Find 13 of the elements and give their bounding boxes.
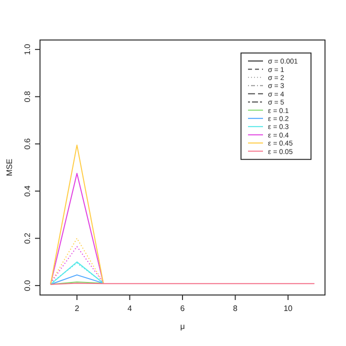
y-tick-label: 0.8 — [23, 90, 32, 102]
y-tick-label: 0.2 — [23, 232, 32, 244]
y-tick-label: 0.4 — [23, 185, 32, 197]
y-tick-label: 1.0 — [23, 43, 32, 56]
x-axis-title: μ — [180, 322, 186, 331]
x-tick-label: 6 — [180, 304, 186, 313]
y-tick-label: 0.6 — [23, 138, 32, 150]
x-tick-label: 8 — [233, 304, 238, 313]
x-tick-label: 10 — [284, 304, 294, 313]
x-tick-label: 2 — [74, 304, 80, 313]
x-tick-label: 4 — [127, 304, 132, 313]
y-axis-title: MSE — [5, 158, 14, 176]
y-tick-label: 0.0 — [23, 279, 32, 292]
